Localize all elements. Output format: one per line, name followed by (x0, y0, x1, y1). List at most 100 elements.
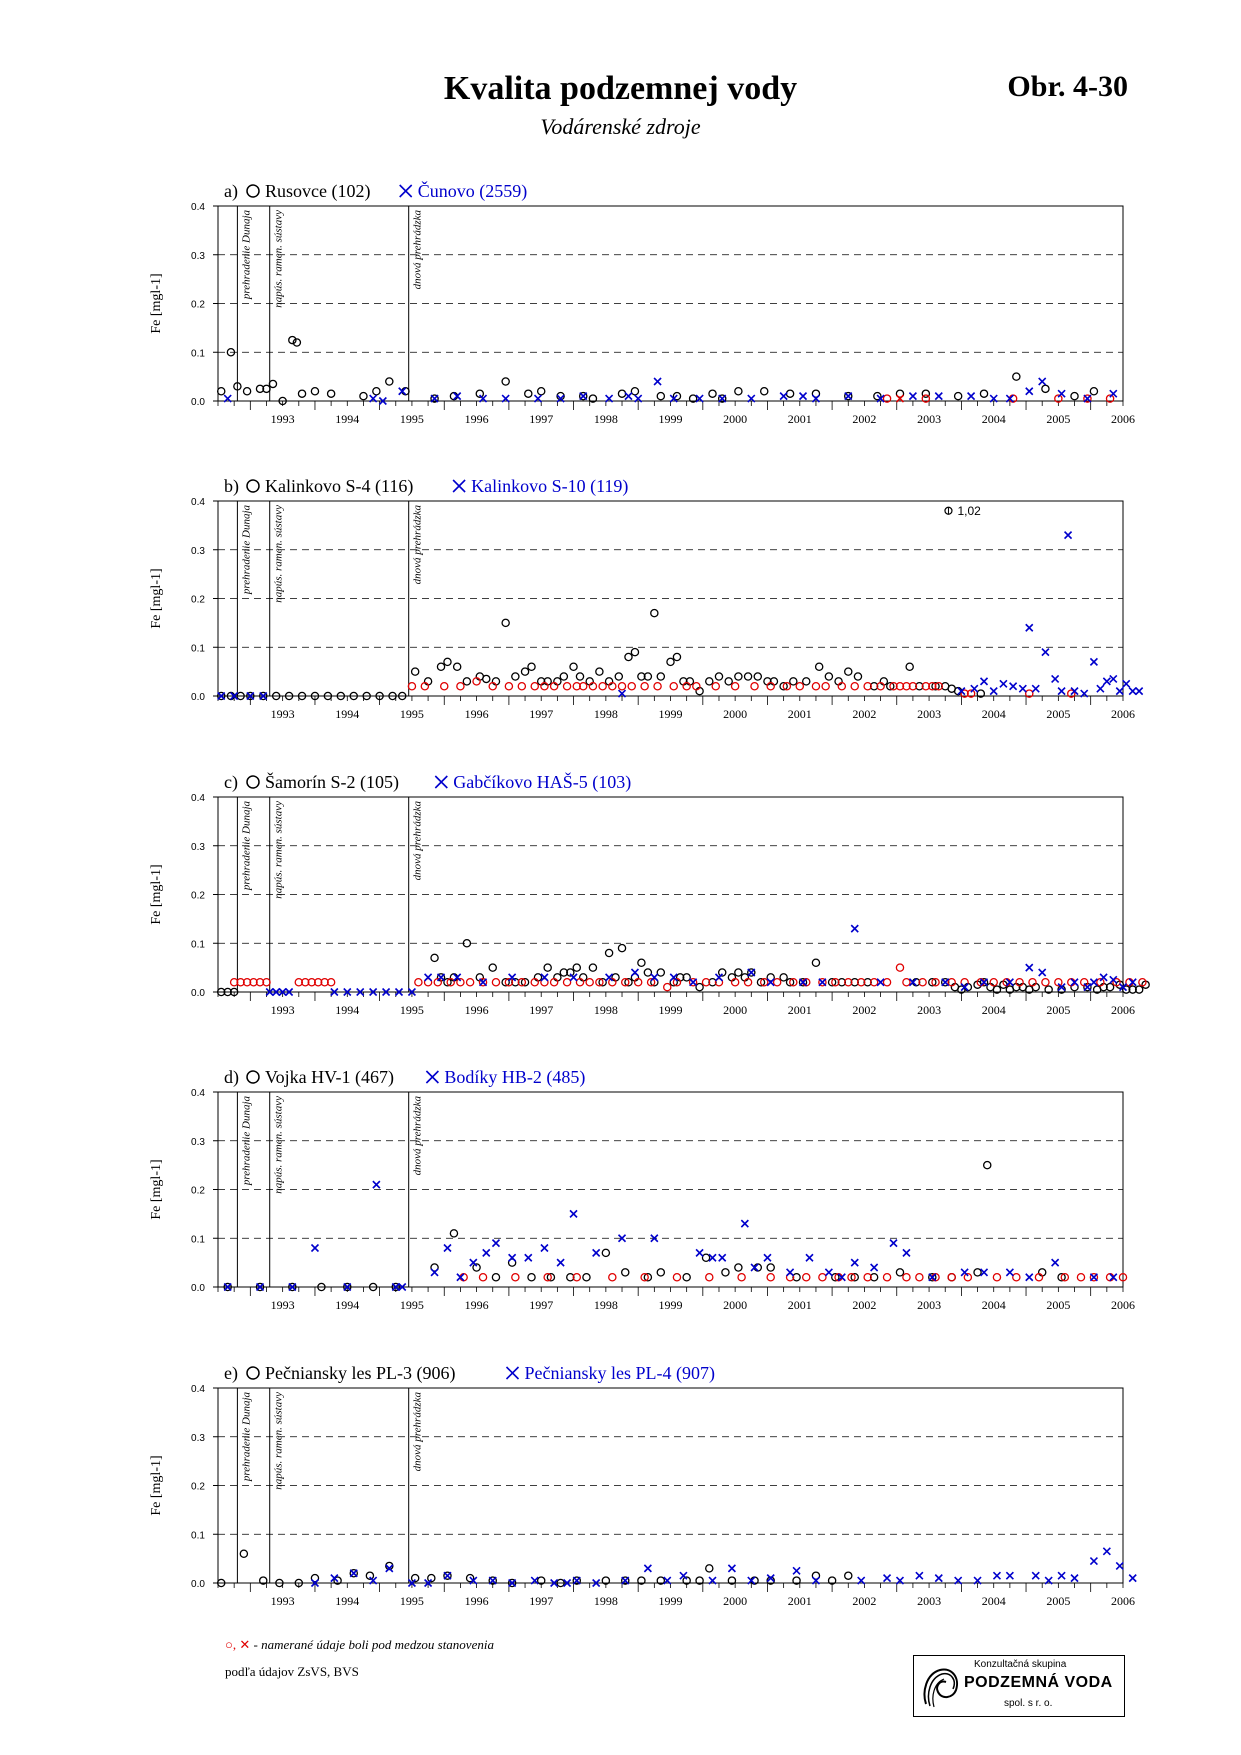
panel-label: b) (224, 476, 239, 497)
data-point-circle (297, 389, 307, 398)
below-limit-point (963, 1273, 973, 1282)
x-tick-label: 1994 (335, 1003, 359, 1017)
data-point-circle (391, 1282, 401, 1292)
y-tick-label: 0.3 (191, 1433, 205, 1444)
data-point-circle (753, 672, 763, 681)
data-point-circle (349, 691, 358, 701)
data-point-x (550, 1578, 559, 1588)
data-point-x (223, 1282, 232, 1292)
data-point-x (747, 968, 756, 977)
data-point-circle (717, 968, 727, 977)
data-point-x (572, 1576, 581, 1585)
data-point-x (1005, 978, 1014, 987)
below-limit-point (931, 978, 940, 987)
x-tick-label: 1997 (529, 1003, 553, 1017)
data-point-x (524, 1253, 533, 1262)
data-point-x (718, 1253, 727, 1262)
x-tick-label: 2003 (917, 1298, 941, 1312)
below-limit-point (701, 978, 711, 987)
panel-label: d) (224, 1067, 239, 1088)
data-point-circle (246, 691, 255, 701)
below-limit-point (1083, 394, 1092, 403)
data-point-x (369, 394, 378, 403)
data-point-x (1051, 674, 1060, 684)
data-point-circle (656, 672, 666, 681)
data-point-circle (863, 978, 872, 987)
data-point-x (369, 987, 378, 997)
data-point-circle (582, 1273, 591, 1282)
data-point-x (934, 392, 943, 401)
data-point-x (430, 1268, 439, 1277)
data-point-circle (921, 389, 931, 398)
below-limit-point (572, 1273, 582, 1282)
data-point-circle (724, 677, 733, 686)
y-tick-label: 0.4 (191, 1088, 205, 1099)
data-point-x (540, 1243, 549, 1253)
data-point-circle (452, 662, 462, 672)
data-point-x (621, 1576, 630, 1585)
data-point-x (217, 691, 226, 701)
below-limit-point (895, 682, 905, 691)
data-point-x (605, 973, 614, 982)
data-point-x (908, 978, 917, 987)
data-point-circle (462, 677, 472, 686)
x-tick-label: 2004 (982, 1594, 1006, 1608)
data-point-circle (721, 1268, 730, 1277)
data-point-x (469, 1576, 478, 1585)
below-limit-point (1054, 978, 1063, 987)
data-point-circle (789, 677, 798, 686)
below-limit-point (301, 978, 310, 987)
x-tick-label: 2001 (788, 1298, 812, 1312)
x-tick-label: 2006 (1111, 412, 1135, 426)
data-point-x (837, 1273, 846, 1282)
data-point-x (747, 394, 756, 403)
data-point-x (1070, 978, 1079, 987)
data-point-circle (824, 672, 834, 681)
x-tick-label: 1998 (594, 1594, 618, 1608)
data-point-x (928, 1273, 937, 1282)
data-point-circle (501, 978, 510, 987)
data-point-circle (397, 691, 407, 701)
data-point-circle (656, 968, 666, 977)
data-point-circle (482, 674, 491, 684)
data-point-x (488, 1576, 497, 1585)
data-point-circle (462, 939, 472, 948)
data-point-x (857, 1576, 866, 1585)
data-point-x (1109, 674, 1118, 684)
data-point-x (563, 1578, 572, 1588)
data-point-circle (368, 1282, 378, 1292)
below-limit-point (714, 978, 724, 987)
data-point-circle (410, 667, 420, 676)
x-tick-label: 2002 (852, 412, 876, 426)
data-point-circle (288, 335, 297, 345)
company-logo: Konzultačná skupina PODZEMNÁ VODA spol. … (913, 1655, 1125, 1717)
data-point-x (689, 978, 698, 987)
data-point-circle (242, 386, 252, 396)
data-point-x (740, 1219, 749, 1228)
data-point-circle (617, 943, 627, 953)
data-point-circle (336, 691, 346, 701)
data-point-x (824, 1268, 833, 1277)
data-point-circle (708, 389, 717, 398)
data-point-circle (236, 691, 245, 701)
y-tick-label: 0.2 (191, 1186, 205, 1197)
data-point-circle (546, 1273, 556, 1282)
data-point-x (617, 689, 627, 698)
below-limit-point (229, 978, 239, 987)
data-point-circle (559, 672, 569, 681)
data-point-circle (239, 1549, 249, 1559)
legend-series-name: Kalinkovo S-10 (119) (471, 476, 628, 497)
below-limit-point (795, 682, 805, 691)
data-point-circle (491, 1273, 501, 1282)
legend-x-marker (399, 184, 413, 198)
y-axis-label: Fe [mgl-1] (149, 1159, 164, 1219)
data-point-x (766, 1574, 775, 1583)
x-tick-label: 1999 (659, 1594, 683, 1608)
data-point-x (805, 1253, 814, 1262)
below-limit-point (549, 682, 559, 691)
y-tick-label: 0.0 (191, 988, 205, 999)
below-limit-point (772, 978, 782, 987)
event-label: dnová prehrádzka (412, 1392, 424, 1472)
below-limit-point (663, 982, 672, 992)
data-point-x (1118, 983, 1128, 992)
